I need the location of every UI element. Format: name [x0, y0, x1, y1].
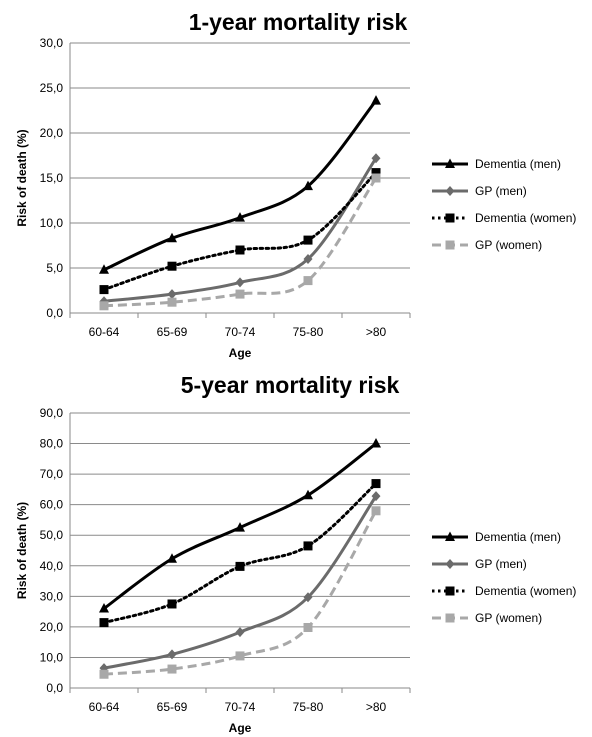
- legend-marker: [445, 158, 455, 168]
- data-point: [167, 261, 177, 271]
- y-tick-label: 10,0: [40, 650, 64, 664]
- series-line: [102, 482, 378, 625]
- y-tick-label: 20,0: [40, 126, 64, 140]
- legend-marker: [445, 240, 455, 250]
- y-tick-label: 10,0: [40, 216, 64, 230]
- chart-panel-1: 1-year mortality risk 0,0 5,0 10,0 15,0 20,0 2…: [0, 0, 592, 368]
- legend-marker: [445, 559, 455, 569]
- data-point: [167, 289, 177, 300]
- y-tick-label: 40,0: [40, 559, 64, 573]
- y-tick-label: 20,0: [40, 620, 64, 634]
- x-axis-label: Age: [229, 721, 252, 735]
- data-point: [235, 289, 245, 299]
- legend-label: Dementia (women): [475, 211, 576, 225]
- legend-label: GP (women): [475, 611, 542, 625]
- legend-marker: [445, 186, 455, 196]
- data-point: [167, 599, 177, 609]
- data-point: [303, 541, 313, 551]
- y-tick-label: 5,0: [46, 261, 63, 275]
- y-tick-label: 30,0: [40, 589, 64, 603]
- data-point: [371, 438, 381, 448]
- legend-marker: [445, 613, 455, 623]
- y-tick-label: 50,0: [40, 528, 64, 542]
- x-axis-label: Age: [229, 346, 252, 360]
- data-point: [99, 301, 109, 311]
- y-axis-label: Risk of death (%): [15, 502, 29, 599]
- y-tick-label: 60,0: [40, 498, 64, 512]
- data-point: [371, 173, 381, 183]
- data-point: [99, 264, 109, 274]
- y-tick-label: 15,0: [40, 171, 64, 185]
- legend-label: Dementia (men): [475, 530, 561, 544]
- chart-title: 5-year mortality risk: [181, 372, 400, 398]
- y-axis-label: Risk of death (%): [15, 129, 29, 226]
- data-point: [99, 669, 109, 679]
- x-tick-label: 65-69: [157, 700, 188, 714]
- data-point: [167, 664, 177, 674]
- data-point: [303, 254, 313, 264]
- data-point: [371, 168, 381, 178]
- x-tick-label: >80: [366, 700, 387, 714]
- x-tick-label: 70-74: [225, 700, 256, 714]
- data-point: [303, 489, 313, 500]
- y-tick-label: 90,0: [40, 406, 64, 420]
- x-tick-label: 75-80: [293, 325, 324, 339]
- data-point: [303, 180, 313, 191]
- data-point: [99, 603, 109, 613]
- data-point: [371, 491, 381, 502]
- data-point: [303, 276, 313, 286]
- y-tick-label: 30,0: [40, 36, 64, 50]
- data-point: [235, 561, 245, 571]
- x-tick-label: 60-64: [89, 700, 120, 714]
- legend-label: Dementia (men): [475, 157, 561, 171]
- data-point: [303, 235, 313, 245]
- x-tick-label: 65-69: [157, 325, 188, 339]
- y-tick-label: 25,0: [40, 81, 64, 95]
- chart-panel-2: 5-year mortality risk 0,0 10,0 20,0 30,0 40,0…: [0, 368, 592, 736]
- data-point: [235, 277, 245, 288]
- y-tick-label: 70,0: [40, 467, 64, 481]
- legend-label: GP (women): [475, 238, 542, 252]
- data-point: [371, 479, 381, 489]
- data-point: [371, 95, 381, 105]
- y-tick-label: 0,0: [46, 681, 63, 695]
- chart-title: 1-year mortality risk: [189, 9, 408, 35]
- data-point: [167, 553, 177, 563]
- y-tick-label: 80,0: [40, 437, 64, 451]
- data-point: [235, 245, 245, 255]
- series-line: [103, 157, 378, 303]
- x-tick-label: 75-80: [293, 700, 324, 714]
- data-point: [99, 663, 109, 674]
- legend-label: GP (men): [475, 557, 527, 571]
- legend-marker: [445, 531, 455, 541]
- data-point: [235, 627, 245, 638]
- series-line: [103, 495, 378, 670]
- data-point: [235, 212, 245, 222]
- legend-label: Dementia (women): [475, 584, 576, 598]
- x-tick-label: 70-74: [225, 325, 256, 339]
- legend-marker: [445, 213, 455, 223]
- y-tick-label: 0,0: [46, 306, 63, 320]
- data-point: [167, 232, 177, 243]
- data-point: [235, 651, 245, 661]
- legend-label: GP (men): [475, 184, 527, 198]
- data-point: [303, 623, 313, 632]
- legend-marker: [445, 586, 455, 596]
- x-tick-label: >80: [366, 325, 387, 339]
- data-point: [167, 649, 177, 660]
- chart-5-year-mortality: 5-year mortality risk 0,0 10,0 20,0 30,0 40,0…: [15, 372, 576, 735]
- data-point: [99, 618, 109, 628]
- data-point: [371, 153, 381, 164]
- data-point: [99, 285, 109, 295]
- data-point: [303, 592, 313, 603]
- data-point: [371, 506, 381, 516]
- data-point: [235, 522, 245, 532]
- x-tick-label: 60-64: [89, 325, 120, 339]
- chart-1-year-mortality: 1-year mortality risk 0,0 5,0 10,0 15,0 20,0 2…: [15, 9, 576, 360]
- series-line: [102, 171, 378, 292]
- data-point: [167, 297, 177, 307]
